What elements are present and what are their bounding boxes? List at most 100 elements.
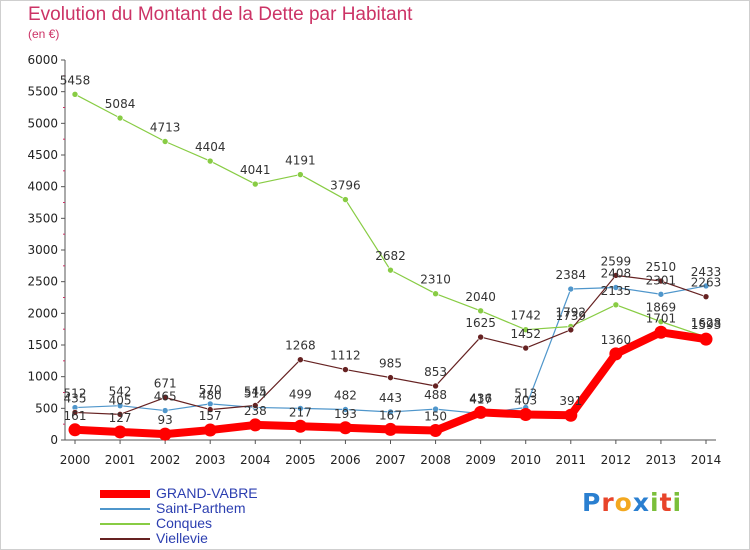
data-label: 2599 <box>601 254 632 268</box>
x-tick-label: 2003 <box>195 453 226 467</box>
y-tick-label: 4500 <box>27 148 58 162</box>
x-tick-label: 2013 <box>646 453 677 467</box>
data-point <box>609 347 623 361</box>
data-label: 2135 <box>601 284 632 298</box>
data-label: 4713 <box>150 121 181 135</box>
data-point <box>657 277 665 285</box>
y-tick-label: 1500 <box>27 338 58 352</box>
y-tick-label: 3500 <box>27 211 58 225</box>
data-point <box>203 423 217 437</box>
data-label: 443 <box>379 391 402 405</box>
data-point <box>612 301 620 309</box>
legend-label: Conques <box>156 515 213 531</box>
data-point <box>116 114 124 122</box>
data-point <box>612 284 620 291</box>
proxiti-logo: Proxiti <box>582 488 683 517</box>
x-tick-label: 2008 <box>420 453 451 467</box>
data-label: 4404 <box>195 140 226 154</box>
data-label: 488 <box>424 388 447 402</box>
data-label: 127 <box>109 411 132 425</box>
data-point <box>387 374 394 381</box>
data-point <box>68 423 82 437</box>
data-label: 417 <box>469 393 492 407</box>
data-point <box>564 408 578 422</box>
data-label: 1593 <box>691 318 722 332</box>
data-point <box>654 325 668 339</box>
data-label: 5458 <box>60 73 91 87</box>
data-label: 1701 <box>646 311 677 325</box>
data-point <box>387 408 394 416</box>
x-tick-label: 2007 <box>375 453 406 467</box>
data-point <box>612 272 620 279</box>
chart-subtitle: (en €) <box>28 27 60 41</box>
x-tick-label: 2011 <box>556 453 587 467</box>
data-label: 1739 <box>556 309 587 323</box>
data-point <box>248 418 262 432</box>
data-label: 465 <box>154 390 177 404</box>
data-label: 545 <box>244 384 267 398</box>
data-point <box>116 411 124 418</box>
data-point <box>432 405 439 413</box>
x-tick-label: 2014 <box>691 453 722 467</box>
x-tick-label: 2000 <box>60 453 91 467</box>
chart-title: Evolution du Montant de la Dette par Hab… <box>28 4 413 25</box>
data-label: 1268 <box>285 339 316 353</box>
legend-label: Saint-Parthem <box>156 500 246 516</box>
data-label: 2263 <box>691 276 722 290</box>
data-label: 217 <box>289 405 312 419</box>
data-label: 542 <box>109 385 132 399</box>
data-point <box>342 196 349 203</box>
data-label: 4041 <box>240 163 271 177</box>
data-label: 512 <box>64 387 87 401</box>
data-point <box>474 405 488 419</box>
data-label: 1792 <box>556 306 587 320</box>
data-label: 4191 <box>285 154 316 168</box>
data-label: 405 <box>109 393 132 407</box>
data-point <box>477 307 484 315</box>
y-tick-label: 6000 <box>27 53 58 67</box>
data-point <box>297 405 304 412</box>
x-tick-label: 2004 <box>240 453 271 467</box>
data-label: 570 <box>199 383 222 397</box>
data-label: 238 <box>244 404 267 418</box>
data-point <box>338 421 352 435</box>
data-label: 3796 <box>330 179 361 193</box>
data-point <box>699 332 713 346</box>
data-label: 167 <box>379 408 402 422</box>
data-point <box>297 171 304 178</box>
data-point <box>342 366 349 373</box>
data-point <box>387 266 394 274</box>
data-point <box>206 157 214 165</box>
legend-label: Viellevie <box>156 530 208 546</box>
y-tick-label: 1000 <box>27 370 58 384</box>
data-point <box>522 326 530 333</box>
data-label: 2301 <box>646 273 677 287</box>
x-tick-label: 2012 <box>601 453 632 467</box>
y-tick-label: 3000 <box>27 243 58 257</box>
data-label: 2510 <box>646 260 677 274</box>
data-point <box>429 424 443 437</box>
data-point <box>432 290 439 298</box>
data-point <box>71 409 79 416</box>
data-label: 2310 <box>420 273 451 287</box>
data-label: 93 <box>158 413 173 427</box>
data-point <box>384 422 397 436</box>
data-label: 499 <box>289 387 312 401</box>
data-label: 1869 <box>646 301 677 315</box>
data-label: 157 <box>199 409 222 423</box>
data-point <box>158 427 172 441</box>
data-label: 2384 <box>556 268 587 282</box>
y-tick-label: 500 <box>35 401 58 415</box>
data-point <box>293 419 307 433</box>
data-point <box>113 425 127 439</box>
data-label: 1742 <box>510 309 541 323</box>
x-tick-label: 2005 <box>285 453 316 467</box>
y-tick-label: 5500 <box>27 85 58 99</box>
data-label: 1628 <box>691 316 722 330</box>
data-point <box>161 138 169 145</box>
data-label: 436 <box>469 391 492 405</box>
data-label: 513 <box>514 387 537 401</box>
data-label: 2408 <box>601 266 632 280</box>
